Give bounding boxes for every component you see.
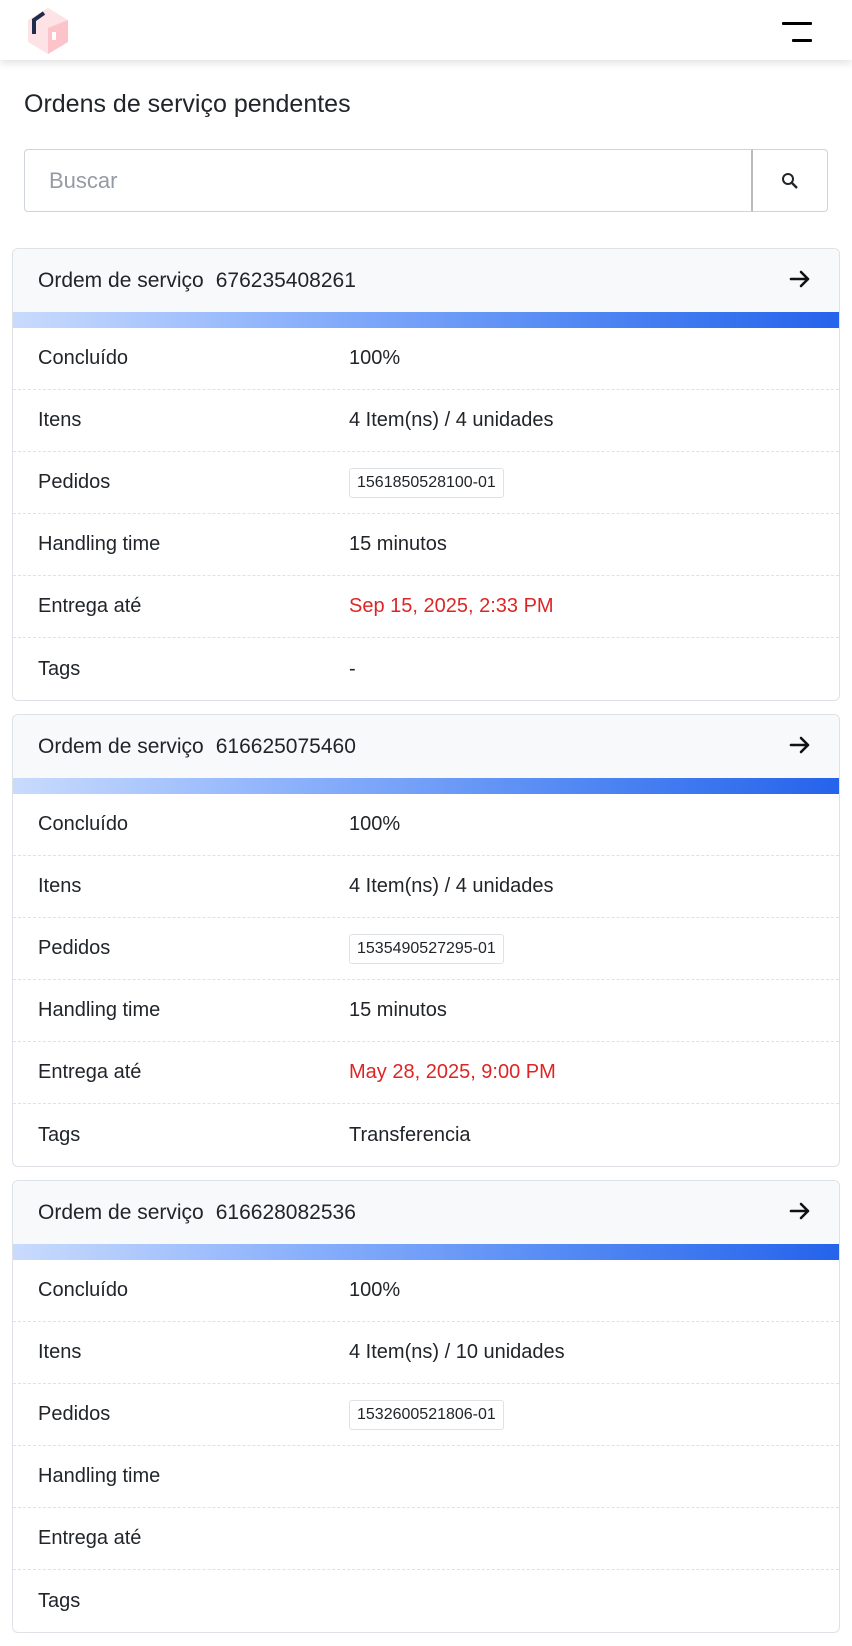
search-button[interactable]	[753, 149, 828, 212]
row-label: Handling time	[38, 999, 161, 1021]
entrega-value: Sep 15, 2025, 2:33 PM	[349, 595, 554, 617]
row-label: Entrega até	[38, 1061, 142, 1083]
row-handling: Handling time	[13, 1446, 839, 1508]
row-label: Concluído	[38, 347, 129, 369]
row-itens: Itens 4 Item(ns) / 10 unidades	[13, 1322, 839, 1384]
arrow-right-icon[interactable]	[789, 1200, 811, 1222]
progress-bar	[13, 1244, 839, 1260]
order-card-header[interactable]: Ordem de serviço 616625075460	[13, 715, 839, 778]
order-list: Ordem de serviço 676235408261 Concluído 1…	[12, 248, 840, 1646]
entrega-value: May 28, 2025, 9:00 PM	[349, 1061, 556, 1083]
row-itens: Itens 4 Item(ns) / 4 unidades	[13, 390, 839, 452]
hamburger-menu-button[interactable]	[776, 16, 820, 48]
row-entrega: Entrega até May 28, 2025, 9:00 PM	[13, 1042, 839, 1104]
row-label: Itens	[38, 1341, 82, 1363]
row-label: Itens	[38, 409, 82, 431]
pedido-badge[interactable]: 1535490527295-01	[349, 933, 504, 964]
arrow-right-icon[interactable]	[789, 734, 811, 756]
row-handling: Handling time 15 minutos	[13, 980, 839, 1042]
itens-value: 4 Item(ns) / 10 unidades	[349, 1341, 565, 1363]
row-label: Entrega até	[38, 595, 142, 617]
row-itens: Itens 4 Item(ns) / 4 unidades	[13, 856, 839, 918]
concluido-value: 100%	[349, 1279, 401, 1301]
itens-value: 4 Item(ns) / 4 unidades	[349, 409, 554, 431]
concluido-value: 100%	[349, 813, 401, 835]
progress-fill	[13, 778, 839, 794]
order-label: Ordem de serviço	[38, 268, 204, 292]
handling-value: 15 minutos	[349, 533, 447, 555]
search-bar	[24, 149, 828, 212]
order-number: 676235408261	[215, 268, 356, 292]
progress-fill	[13, 1244, 839, 1260]
row-label: Pedidos	[38, 471, 111, 493]
pedido-badge[interactable]: 1532600521806-01	[349, 1399, 504, 1430]
box-logo-icon[interactable]	[24, 6, 72, 54]
row-entrega: Entrega até Sep 15, 2025, 2:33 PM	[13, 576, 839, 638]
order-number: 616625075460	[215, 734, 356, 758]
row-handling: Handling time 15 minutos	[13, 514, 839, 576]
row-concluido: Concluído 100%	[13, 794, 839, 856]
hamburger-menu-icon	[782, 22, 812, 25]
hamburger-menu-icon-line	[792, 39, 812, 42]
row-tags: Tags	[13, 1570, 839, 1632]
order-card: Ordem de serviço 676235408261 Concluído 1…	[12, 248, 840, 701]
row-label: Itens	[38, 875, 82, 897]
row-label: Handling time	[38, 533, 161, 555]
itens-value: 4 Item(ns) / 4 unidades	[349, 875, 554, 897]
row-pedidos: Pedidos 1535490527295-01	[13, 918, 839, 980]
row-tags: Tags -	[13, 638, 839, 700]
row-label: Handling time	[38, 1465, 161, 1487]
order-label: Ordem de serviço	[38, 734, 204, 758]
row-entrega: Entrega até	[13, 1508, 839, 1570]
handling-value: 15 minutos	[349, 999, 447, 1021]
tags-value: -	[349, 657, 356, 680]
order-card: Ordem de serviço 616625075460 Concluído 1…	[12, 714, 840, 1167]
order-number: 616628082536	[215, 1200, 356, 1224]
arrow-right-icon[interactable]	[789, 268, 811, 290]
row-pedidos: Pedidos 1532600521806-01	[13, 1384, 839, 1446]
row-label: Tags	[38, 657, 81, 680]
order-label: Ordem de serviço	[38, 1200, 204, 1224]
concluido-value: 100%	[349, 347, 401, 369]
row-tags: Tags Transferencia	[13, 1104, 839, 1166]
progress-bar	[13, 778, 839, 794]
top-navbar	[0, 0, 852, 60]
row-label: Tags	[38, 1123, 81, 1146]
progress-fill	[13, 312, 839, 328]
row-label: Concluído	[38, 1279, 129, 1301]
row-label: Concluído	[38, 813, 129, 835]
order-card: Ordem de serviço 616628082536 Concluído 1…	[12, 1180, 840, 1633]
search-icon	[782, 172, 798, 189]
row-label: Pedidos	[38, 1403, 111, 1425]
order-card-header[interactable]: Ordem de serviço 616628082536	[13, 1181, 839, 1244]
page-title: Ordens de serviço pendentes	[24, 90, 351, 118]
row-label: Pedidos	[38, 937, 111, 959]
row-concluido: Concluído 100%	[13, 328, 839, 390]
pedido-badge[interactable]: 1561850528100-01	[349, 467, 504, 498]
progress-bar	[13, 312, 839, 328]
row-label: Tags	[38, 1589, 81, 1612]
search-input[interactable]	[24, 149, 753, 212]
row-pedidos: Pedidos 1561850528100-01	[13, 452, 839, 514]
tags-value: Transferencia	[349, 1123, 471, 1146]
row-label: Entrega até	[38, 1527, 142, 1549]
row-concluido: Concluído 100%	[13, 1260, 839, 1322]
order-card-header[interactable]: Ordem de serviço 676235408261	[13, 249, 839, 312]
